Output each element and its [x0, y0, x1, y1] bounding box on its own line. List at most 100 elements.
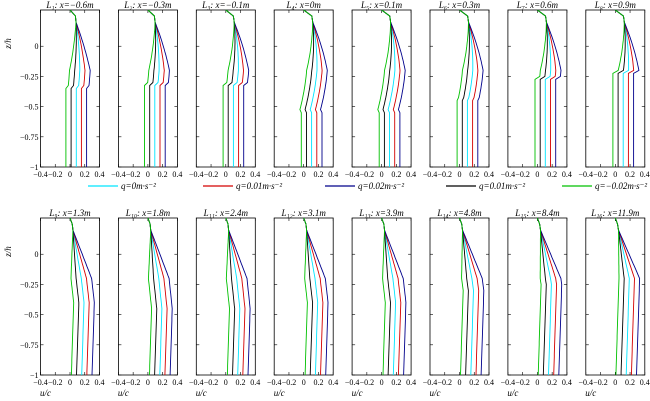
x-tick-label: −0.4 — [189, 170, 204, 179]
x-axis-label: u/c — [40, 388, 51, 398]
series-line — [147, 9, 160, 167]
x-tick-label: −0.4 — [111, 170, 126, 179]
panel-title: L₁₃: x=3.9m — [358, 208, 404, 218]
panel-title: L₆: x=0.3m — [438, 0, 481, 10]
series-line — [225, 9, 250, 167]
x-tick-label: 0.4 — [172, 378, 182, 387]
x-tick-label: 0 — [380, 378, 384, 387]
series-line — [303, 217, 324, 375]
x-tick-label: 0 — [302, 170, 306, 179]
series-line — [614, 217, 635, 376]
x-tick-label: 0.4 — [328, 378, 338, 387]
series-line — [459, 217, 474, 376]
panel-title: L₈: x=0.9m — [594, 0, 637, 10]
legend-label: q=0m·s⁻² — [121, 181, 156, 191]
series-line — [459, 9, 484, 167]
series-line — [537, 9, 552, 167]
x-tick-label: −0.2 — [204, 170, 219, 179]
series-line — [222, 9, 235, 167]
x-tick-label: 0.2 — [313, 378, 323, 387]
panel-title: L₁: x=−0.6m — [45, 0, 94, 10]
x-tick-label: −0.4 — [189, 378, 204, 387]
panel-frame — [429, 9, 490, 168]
series-line — [377, 9, 392, 167]
x-tick-label: 0.2 — [469, 170, 479, 179]
series-line — [536, 217, 542, 376]
panel-title: L₁₂: x=3.1m — [281, 208, 327, 218]
y-tick-label: −1 — [30, 163, 39, 172]
x-tick-label: −0.4 — [33, 378, 48, 387]
series-line — [147, 9, 170, 167]
series-line — [459, 9, 470, 167]
y-tick-label: −0.5 — [24, 311, 39, 320]
series-line — [381, 9, 406, 167]
x-axis-label: u/c — [352, 388, 363, 398]
x-tick-label: −0.2 — [593, 378, 608, 387]
series-line — [147, 217, 173, 376]
series-line — [615, 9, 640, 167]
panel-title: L₉: x=1.3m — [48, 208, 91, 218]
x-tick-label: −0.2 — [48, 170, 63, 179]
series-line — [225, 217, 241, 376]
series-line — [615, 9, 630, 167]
series-line — [303, 217, 319, 376]
series-line — [225, 9, 244, 167]
x-tick-label: 0 — [380, 170, 384, 179]
panel-title: L₂: x=−0.3m — [123, 0, 172, 10]
x-tick-label: 0.4 — [562, 378, 572, 387]
x-tick-label: −0.2 — [282, 170, 297, 179]
series-line — [381, 217, 407, 376]
series-line — [69, 9, 91, 167]
panel-frame — [585, 217, 646, 376]
series-line — [536, 217, 558, 376]
series-line — [303, 9, 315, 167]
x-tick-label: −0.4 — [33, 170, 48, 179]
panel-frame — [195, 9, 256, 168]
series-line — [299, 9, 314, 167]
series-line — [381, 9, 396, 167]
x-tick-label: 0 — [146, 378, 150, 387]
series-line — [459, 217, 469, 376]
x-tick-label: 0 — [535, 170, 539, 179]
x-axis-label: u/c — [430, 388, 441, 398]
series-line — [615, 9, 635, 167]
series-line — [225, 217, 251, 376]
series-line — [614, 217, 625, 375]
series-line — [69, 9, 86, 167]
series-line — [381, 217, 391, 376]
x-tick-label: 0 — [458, 378, 462, 387]
panel-title: L₄: x=0m — [285, 0, 321, 10]
panel-frame — [507, 9, 568, 168]
series-line — [147, 9, 157, 167]
legend-label: q=0.01m·s⁻² — [236, 181, 282, 191]
series-line — [147, 217, 153, 376]
panel-frame — [273, 217, 334, 376]
x-axis-label: u/c — [507, 388, 518, 398]
panel-title: L₁₅: x=8.4m — [514, 208, 560, 218]
panel-frame — [40, 217, 100, 376]
x-tick-label: 0 — [224, 378, 228, 387]
series-line — [459, 9, 479, 167]
x-tick-label: 0 — [68, 170, 72, 179]
panel-frame — [40, 9, 100, 168]
x-tick-label: 0.4 — [328, 170, 338, 179]
x-tick-label: 0.4 — [484, 170, 494, 179]
x-tick-label: 0.4 — [95, 378, 105, 387]
y-tick-label: −0.75 — [20, 341, 39, 350]
series-line — [381, 217, 402, 375]
x-tick-label: 0.4 — [484, 378, 494, 387]
x-tick-label: 0 — [613, 378, 617, 387]
series-line — [381, 217, 397, 376]
x-tick-label: 0.2 — [158, 378, 168, 387]
panel-frame — [507, 217, 568, 376]
x-tick-label: −0.4 — [345, 170, 360, 179]
series-line — [69, 217, 80, 376]
panel-title: L₁₀: x=1.8m — [125, 208, 171, 218]
x-tick-label: 0 — [146, 170, 150, 179]
x-tick-label: −0.2 — [126, 170, 141, 179]
series-line — [459, 217, 480, 376]
series-line — [537, 9, 562, 167]
x-tick-label: 0.2 — [158, 170, 168, 179]
x-axis-label: u/c — [585, 388, 596, 398]
y-tick-label: −0.25 — [20, 72, 39, 81]
